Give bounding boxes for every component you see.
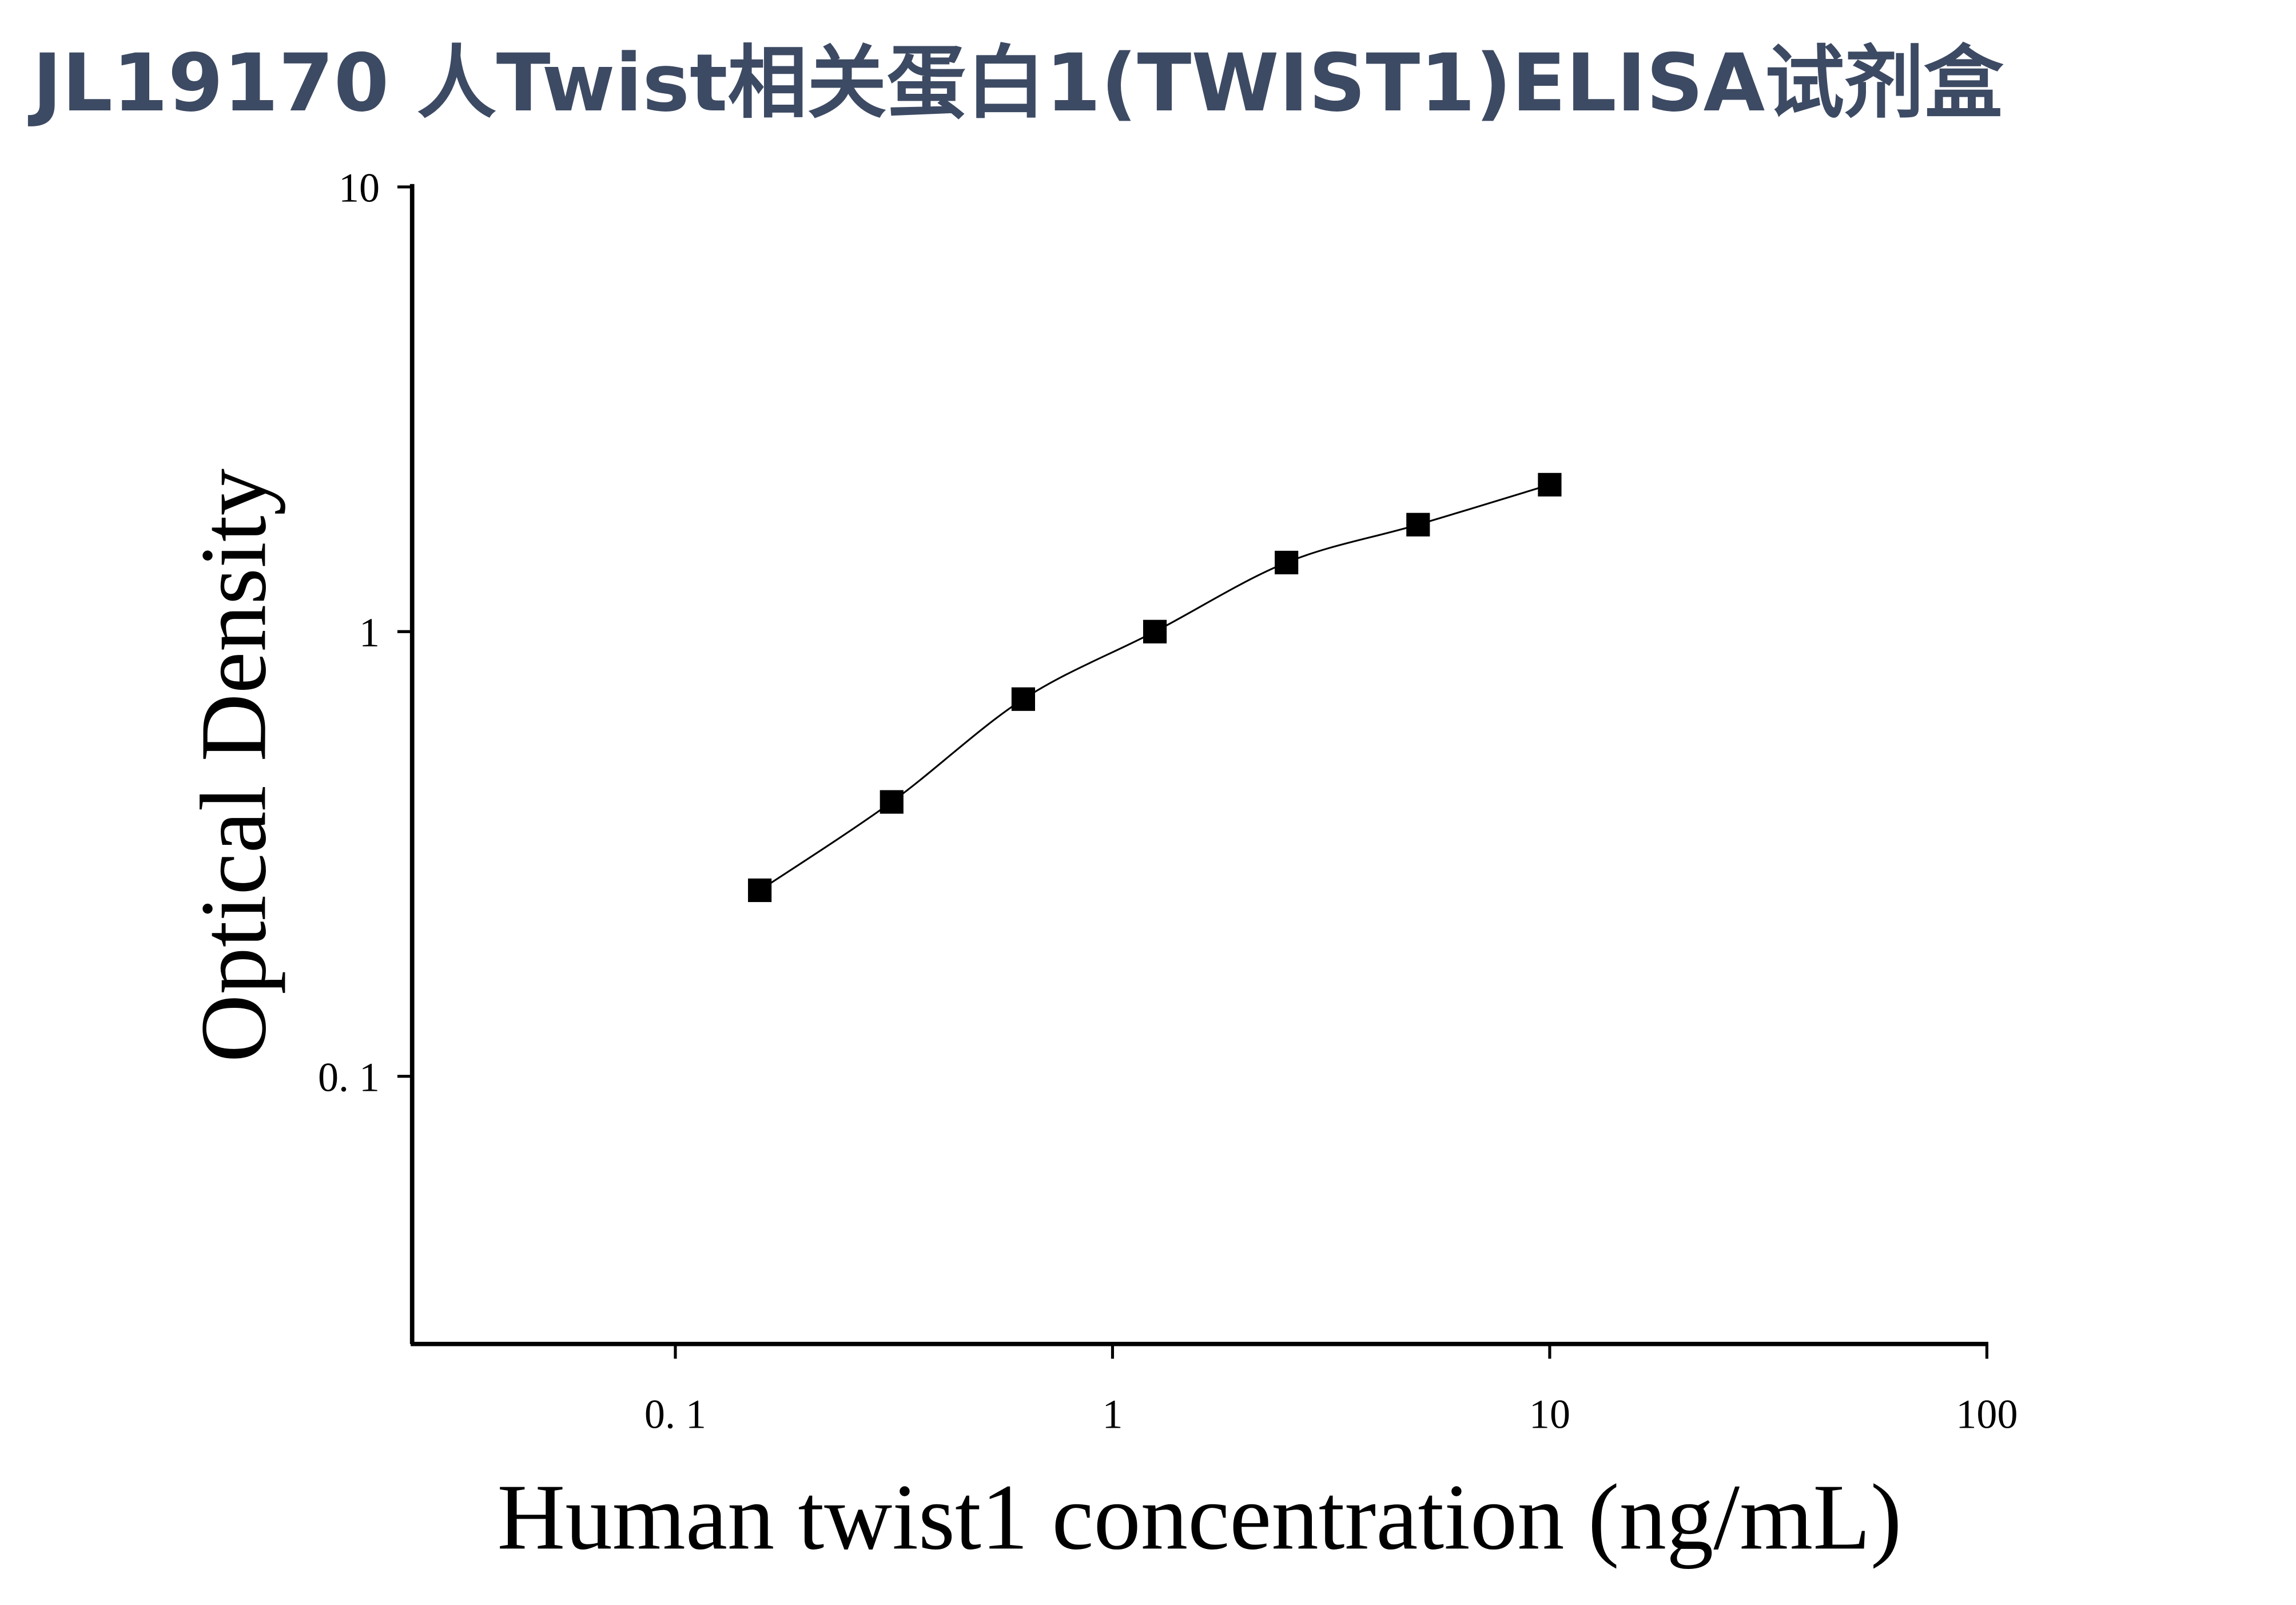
y-axis-label: Optical Density — [181, 468, 285, 1062]
y-tick-label: 10 — [339, 165, 380, 211]
x-tick-label: 0. 1 — [644, 1391, 706, 1437]
x-tick-label: 100 — [1956, 1391, 2018, 1437]
data-point — [1538, 472, 1562, 496]
x-tick-label: 1 — [1102, 1391, 1123, 1437]
x-tick-label: 10 — [1529, 1391, 1570, 1437]
chart-title: JL19170 人Twist相关蛋白1(TWIST1)ELISA试剂盒 — [28, 37, 2004, 129]
data-point — [1143, 619, 1167, 643]
data-point — [1011, 687, 1036, 711]
x-axis-label: Human twist1 concentration (ng/mL) — [497, 1464, 1901, 1569]
y-tick-label: 1 — [359, 610, 380, 655]
data-point — [1406, 513, 1430, 537]
y-tick-label: 0. 1 — [318, 1054, 380, 1100]
data-point — [748, 878, 772, 903]
data-point — [1275, 550, 1299, 575]
data-point — [880, 790, 904, 814]
